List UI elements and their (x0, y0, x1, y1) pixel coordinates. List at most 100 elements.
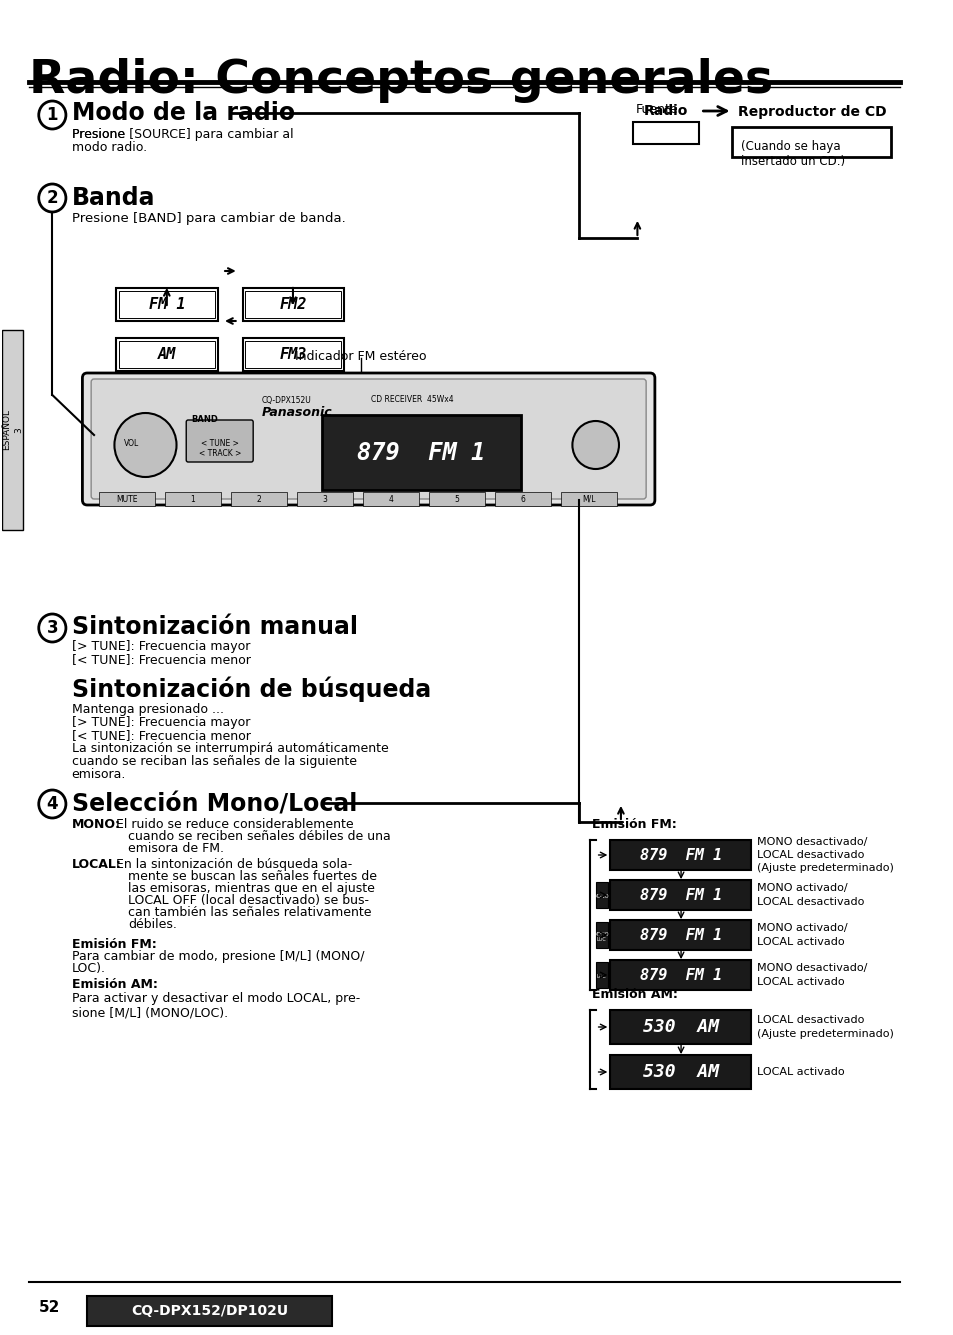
FancyBboxPatch shape (116, 338, 218, 371)
Text: [> TUNE]: Frecuencia mayor: [> TUNE]: Frecuencia mayor (71, 639, 250, 653)
Text: 2: 2 (47, 190, 58, 207)
Text: Radio: Conceptos generales: Radio: Conceptos generales (29, 57, 772, 103)
FancyBboxPatch shape (119, 291, 215, 318)
Text: Presione: Presione (71, 128, 129, 142)
FancyBboxPatch shape (242, 288, 344, 320)
Text: Emisión FM:: Emisión FM: (591, 818, 676, 830)
Text: CD RECEIVER  45Wx4: CD RECEIVER 45Wx4 (370, 395, 453, 405)
FancyBboxPatch shape (428, 493, 484, 506)
Text: 530  AM: 530 AM (642, 1019, 719, 1036)
Text: La sintonización se interrumpirá automáticamente: La sintonización se interrumpirá automát… (71, 742, 388, 756)
Text: Fuente: Fuente (635, 103, 678, 116)
Text: MONO desactivado/
LOCAL activado: MONO desactivado/ LOCAL activado (756, 964, 866, 987)
FancyBboxPatch shape (732, 127, 890, 158)
Text: Emisión FM:: Emisión FM: (71, 939, 156, 951)
Text: 5: 5 (454, 494, 459, 503)
FancyBboxPatch shape (2, 330, 23, 530)
FancyBboxPatch shape (245, 291, 341, 318)
Text: LOCAL desactivado
(Ajuste predeterminado): LOCAL desactivado (Ajuste predeterminado… (756, 1016, 893, 1039)
FancyBboxPatch shape (595, 882, 608, 908)
Text: Para activar y desactivar el modo LOCAL, pre-: Para activar y desactivar el modo LOCAL,… (71, 992, 359, 1005)
FancyBboxPatch shape (231, 493, 287, 506)
Text: M/L: M/L (581, 494, 595, 503)
Text: VOL: VOL (124, 438, 139, 447)
Text: Sintonización manual: Sintonización manual (71, 615, 357, 639)
FancyBboxPatch shape (560, 493, 617, 506)
Text: Banda: Banda (71, 186, 155, 210)
Circle shape (572, 421, 618, 469)
Text: 1: 1 (47, 105, 58, 124)
Text: 879  FM 1: 879 FM 1 (356, 441, 485, 465)
Text: [< TUNE]: Frecuencia menor: [< TUNE]: Frecuencia menor (71, 729, 251, 742)
FancyBboxPatch shape (322, 415, 520, 490)
FancyBboxPatch shape (610, 880, 750, 910)
Text: 530  AM: 530 AM (642, 1063, 719, 1081)
Text: 52: 52 (39, 1300, 60, 1315)
FancyBboxPatch shape (242, 338, 344, 371)
Text: [> TUNE]: Frecuencia mayor: [> TUNE]: Frecuencia mayor (71, 716, 250, 729)
Circle shape (39, 790, 66, 818)
Text: las emisoras, mientras que en el ajuste: las emisoras, mientras que en el ajuste (128, 882, 375, 894)
Text: 6: 6 (520, 494, 525, 503)
FancyBboxPatch shape (119, 340, 215, 368)
Text: emisora.: emisora. (71, 768, 126, 781)
Text: Panasonic: Panasonic (262, 406, 333, 418)
Text: 4: 4 (388, 494, 393, 503)
Circle shape (39, 101, 66, 129)
Text: MUTE: MUTE (116, 494, 137, 503)
Text: LOCAL:: LOCAL: (71, 858, 121, 870)
Text: sione [M/L] (MONO/LOC).: sione [M/L] (MONO/LOC). (71, 1007, 228, 1019)
Text: MONO:: MONO: (71, 818, 121, 830)
Text: < TRACK >: < TRACK > (199, 450, 241, 458)
Text: ESPAÑOL
3: ESPAÑOL 3 (2, 410, 23, 450)
FancyBboxPatch shape (595, 963, 608, 988)
FancyBboxPatch shape (186, 421, 253, 462)
Text: Radio: Radio (642, 104, 687, 117)
Text: MONO: MONO (593, 894, 609, 900)
Circle shape (114, 413, 176, 477)
Text: Presione [BAND] para cambiar de banda.: Presione [BAND] para cambiar de banda. (71, 212, 345, 226)
Text: Indicador FM estéreo: Indicador FM estéreo (294, 350, 426, 363)
FancyBboxPatch shape (610, 840, 750, 870)
Text: débiles.: débiles. (128, 918, 176, 930)
FancyBboxPatch shape (82, 372, 654, 505)
FancyBboxPatch shape (610, 960, 750, 991)
Text: 3: 3 (322, 494, 327, 503)
Text: Selección Mono/Local: Selección Mono/Local (71, 792, 356, 816)
Text: AM: AM (158, 347, 176, 362)
FancyBboxPatch shape (610, 1055, 750, 1089)
Circle shape (39, 184, 66, 212)
FancyBboxPatch shape (91, 379, 645, 499)
FancyBboxPatch shape (296, 493, 353, 506)
Text: Reproductor de CD: Reproductor de CD (737, 105, 885, 119)
FancyBboxPatch shape (245, 340, 341, 368)
FancyBboxPatch shape (610, 920, 750, 951)
Text: modo radio.: modo radio. (71, 142, 147, 154)
Text: 4: 4 (47, 796, 58, 813)
Text: El ruido se reduce considerablemente: El ruido se reduce considerablemente (116, 818, 354, 830)
Text: cuando se reciben señales débiles de una: cuando se reciben señales débiles de una (128, 830, 391, 842)
Text: MONO activado/
LOCAL activado: MONO activado/ LOCAL activado (756, 924, 846, 947)
Text: Sintonización de búsqueda: Sintonización de búsqueda (71, 676, 431, 701)
FancyBboxPatch shape (362, 493, 418, 506)
Text: emisora de FM.: emisora de FM. (128, 842, 224, 854)
Text: FM3: FM3 (279, 347, 307, 362)
Text: Para cambiar de modo, presione [M/L] (MONO/: Para cambiar de modo, presione [M/L] (MO… (71, 951, 364, 963)
Text: Modo de la radio: Modo de la radio (71, 101, 294, 125)
Text: < TUNE >: < TUNE > (201, 439, 239, 449)
Text: 879  FM 1: 879 FM 1 (639, 928, 721, 943)
Text: MONO
LOC: MONO LOC (593, 932, 609, 943)
Text: 3: 3 (47, 619, 58, 637)
Text: CQ-DPX152/DP102U: CQ-DPX152/DP102U (131, 1304, 288, 1318)
FancyBboxPatch shape (99, 493, 155, 506)
Text: LOC).: LOC). (71, 963, 106, 975)
Text: (Cuando se haya
insertado un CD.): (Cuando se haya insertado un CD.) (740, 140, 844, 168)
Text: Presione [SOURCE] para cambiar al: Presione [SOURCE] para cambiar al (71, 128, 294, 142)
Text: En la sintonización de búsqueda sola-: En la sintonización de búsqueda sola- (116, 858, 353, 870)
Text: Emisión AM:: Emisión AM: (591, 988, 677, 1001)
FancyBboxPatch shape (610, 1011, 750, 1044)
FancyBboxPatch shape (495, 493, 551, 506)
Text: 879  FM 1: 879 FM 1 (639, 968, 721, 983)
Text: LOCAL activado: LOCAL activado (756, 1067, 843, 1077)
FancyBboxPatch shape (87, 1296, 332, 1326)
